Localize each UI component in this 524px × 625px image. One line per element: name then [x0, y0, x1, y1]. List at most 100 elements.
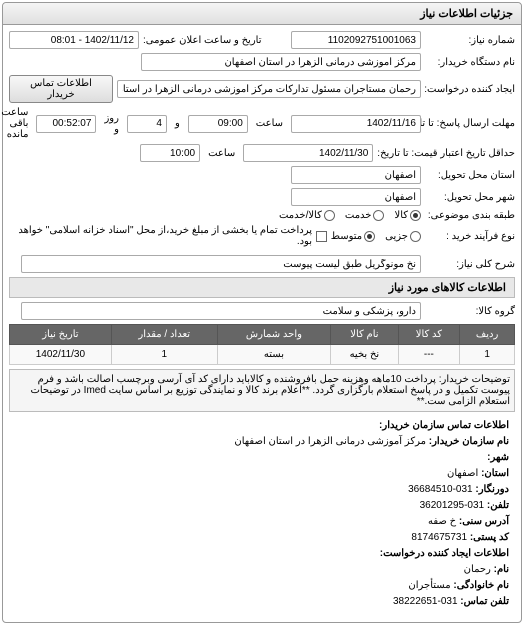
- buyer-input[interactable]: [141, 53, 421, 71]
- phone-value: 031-36201295: [420, 500, 485, 511]
- buyer-notes: توضیحات خریدار: پرداخت 10ماهه وهزینه حمل…: [9, 369, 515, 412]
- radio-service-icon: [373, 210, 384, 221]
- row-deadline: مهلت ارسال پاسخ: تا تاریخ: ساعت و روز و …: [9, 107, 515, 140]
- contact-province-value: اصفهان: [447, 468, 478, 479]
- address-value: خ صفه: [428, 516, 456, 527]
- announce-input[interactable]: [9, 31, 139, 49]
- radio-medium-icon: [364, 231, 375, 242]
- row-process: نوع فرآیند خرید : جزیی متوسط پرداخت تمام…: [9, 225, 515, 247]
- th-name: نام کالا: [331, 325, 398, 345]
- row-group: گروه کالا:: [9, 302, 515, 320]
- group-label: گروه کالا:: [425, 306, 515, 317]
- td-code: ---: [398, 345, 460, 365]
- items-section-title: اطلاعات کالاهای مورد نیاز: [9, 277, 515, 298]
- contact-province-label: استان:: [481, 468, 509, 479]
- contact-button[interactable]: اطلاعات تماس خریدار: [9, 75, 113, 103]
- request-number-label: شماره نیاز:: [425, 35, 515, 46]
- th-rownum: ردیف: [460, 325, 515, 345]
- fax-label: دورنگار:: [475, 484, 509, 495]
- td-unit: بسته: [217, 345, 331, 365]
- day-label: روز و: [104, 113, 119, 135]
- row-creator: ایجاد کننده درخواست: اطلاعات تماس خریدار: [9, 75, 515, 103]
- city-input[interactable]: [291, 188, 421, 206]
- name-label: نام:: [494, 564, 509, 575]
- th-date: تاریخ نیاز: [10, 325, 112, 345]
- request-number-input[interactable]: [291, 31, 421, 49]
- org-label: نام سازمان خریدار:: [429, 436, 509, 447]
- validity-time-input[interactable]: [140, 144, 200, 162]
- group-input[interactable]: [21, 302, 421, 320]
- table-row[interactable]: 1 --- نخ بخیه بسته 1 1402/11/30: [10, 345, 515, 365]
- treasury-checkbox[interactable]: [316, 231, 327, 242]
- process-label: نوع فرآیند خرید :: [425, 231, 515, 242]
- radio-goods-service[interactable]: کالا/خدمت: [279, 210, 335, 221]
- fax-value: 031-36684510: [408, 484, 473, 495]
- th-code: کد کالا: [398, 325, 460, 345]
- radio-small[interactable]: جزیی: [385, 231, 421, 242]
- buyer-label: نام دستگاه خریدار:: [425, 57, 515, 68]
- panel-title: جزئیات اطلاعات نیاز: [3, 3, 521, 25]
- remain-label: ساعت باقی مانده: [1, 107, 28, 140]
- category-radio-group: کالا خدمت کالا/خدمت: [279, 210, 421, 221]
- province-label: استان محل تحویل:: [425, 170, 515, 181]
- announce-label: تاریخ و ساعت اعلان عمومی:: [143, 35, 262, 46]
- radio-goods-service-icon: [324, 210, 335, 221]
- tel-label: تلفن تماس:: [460, 596, 509, 607]
- name-value: رحمان: [464, 564, 491, 575]
- process-radio-group: جزیی متوسط: [331, 231, 421, 242]
- desc-input[interactable]: [21, 255, 421, 273]
- process-note: پرداخت تمام یا بخشی از مبلغ خرید،از محل …: [9, 225, 312, 247]
- radio-goods-icon: [410, 210, 421, 221]
- contact-info: اطلاعات تماس سازمان خریدار: نام سازمان خ…: [9, 412, 515, 616]
- address-label: آدرس سنی:: [459, 516, 509, 527]
- th-qty: تعداد / مقدار: [111, 325, 217, 345]
- creator-title: اطلاعات ایجاد کننده درخواست:: [15, 546, 509, 562]
- creator-label: ایجاد کننده درخواست:: [425, 84, 515, 95]
- row-buyer: نام دستگاه خریدار:: [9, 53, 515, 71]
- notes-label: توضیحات خریدار:: [439, 374, 510, 385]
- td-name: نخ بخیه: [331, 345, 398, 365]
- and-label: و: [175, 118, 180, 129]
- radio-service[interactable]: خدمت: [345, 210, 385, 221]
- postal-value: 8174675731: [411, 532, 467, 543]
- city-label: شهر محل تحویل:: [425, 192, 515, 203]
- desc-label: شرح کلی نیاز:: [425, 259, 515, 270]
- deadline-date-input[interactable]: [291, 115, 421, 133]
- radio-goods[interactable]: کالا: [394, 210, 421, 221]
- tel-value: 031-38222651: [393, 596, 458, 607]
- radio-small-icon: [410, 231, 421, 242]
- family-value: مستأجران: [408, 580, 450, 591]
- td-qty: 1: [111, 345, 217, 365]
- category-label: طبقه بندی موضوعی:: [425, 210, 515, 221]
- contact-city-label: شهر:: [487, 452, 509, 463]
- time-label-2: ساعت: [208, 148, 235, 159]
- row-description: شرح کلی نیاز:: [9, 255, 515, 273]
- org-value: مرکز آموزشی درمانی الزهرا در استان اصفها…: [234, 436, 426, 447]
- row-province: استان محل تحویل:: [9, 166, 515, 184]
- time-label-1: ساعت: [256, 118, 283, 129]
- td-rownum: 1: [460, 345, 515, 365]
- deadline-days-input[interactable]: [127, 115, 167, 133]
- row-request-number: شماره نیاز: تاریخ و ساعت اعلان عمومی:: [9, 31, 515, 49]
- td-date: 1402/11/30: [10, 345, 112, 365]
- validity-label: حداقل تاریخ اعتبار قیمت: تا تاریخ:: [377, 148, 515, 159]
- contact-title: اطلاعات تماس سازمان خریدار:: [15, 418, 509, 434]
- province-input[interactable]: [291, 166, 421, 184]
- row-category: طبقه بندی موضوعی: کالا خدمت کالا/خدمت: [9, 210, 515, 221]
- row-validity: حداقل تاریخ اعتبار قیمت: تا تاریخ: ساعت: [9, 144, 515, 162]
- th-unit: واحد شمارش: [217, 325, 331, 345]
- creator-input[interactable]: [117, 80, 421, 98]
- postal-label: کد پستی:: [470, 532, 509, 543]
- panel-body: شماره نیاز: تاریخ و ساعت اعلان عمومی: نا…: [3, 25, 521, 622]
- validity-date-input[interactable]: [243, 144, 373, 162]
- items-table: ردیف کد کالا نام کالا واحد شمارش تعداد /…: [9, 324, 515, 365]
- deadline-label: مهلت ارسال پاسخ: تا تاریخ:: [425, 118, 515, 129]
- radio-medium[interactable]: متوسط: [331, 231, 375, 242]
- deadline-timer: [36, 115, 96, 133]
- details-panel: جزئیات اطلاعات نیاز شماره نیاز: تاریخ و …: [2, 2, 522, 623]
- row-city: شهر محل تحویل:: [9, 188, 515, 206]
- table-header-row: ردیف کد کالا نام کالا واحد شمارش تعداد /…: [10, 325, 515, 345]
- phone-label: تلفن:: [487, 500, 509, 511]
- family-label: نام خانوادگی:: [453, 580, 509, 591]
- deadline-time-input[interactable]: [188, 115, 248, 133]
